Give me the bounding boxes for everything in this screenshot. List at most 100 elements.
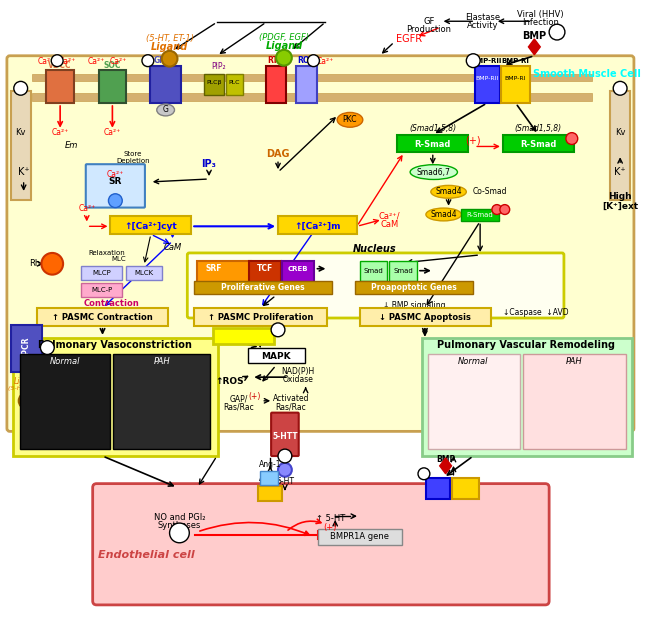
Bar	[249, 348, 305, 363]
Bar	[355, 280, 473, 294]
Text: SR: SR	[109, 177, 122, 186]
Text: Endothelial cell: Endothelial cell	[98, 550, 194, 560]
Text: (+): (+)	[248, 392, 260, 401]
Text: Ca²⁺: Ca²⁺	[107, 170, 124, 179]
Circle shape	[278, 463, 292, 477]
Text: (+): (+)	[465, 135, 481, 146]
Text: Ca²⁺: Ca²⁺	[104, 128, 121, 137]
Bar	[38, 308, 167, 326]
Text: 4: 4	[471, 56, 476, 65]
Text: MLCP: MLCP	[92, 270, 111, 275]
Text: TIE2: TIE2	[261, 489, 279, 498]
Text: Ang-1: Ang-1	[259, 474, 281, 483]
Text: BMP-RI: BMP-RI	[505, 76, 527, 81]
Bar	[13, 338, 218, 456]
Text: R-Smad: R-Smad	[520, 140, 557, 149]
Text: PAH: PAH	[566, 357, 582, 366]
Circle shape	[466, 54, 480, 67]
Bar	[523, 354, 626, 449]
Text: EGFR: EGFR	[396, 34, 422, 44]
Bar	[204, 74, 224, 95]
Text: BMPR1A gene: BMPR1A gene	[330, 532, 389, 541]
Text: GF: GF	[423, 17, 435, 25]
Text: Ang-1: Ang-1	[259, 460, 281, 469]
Text: (Smad1,5,8): (Smad1,5,8)	[409, 124, 456, 133]
Text: Ca²⁺: Ca²⁺	[38, 57, 55, 66]
Text: ↓ PASMC Apoptosis: ↓ PASMC Apoptosis	[379, 314, 471, 322]
Text: GPCR: GPCR	[154, 56, 177, 65]
Bar	[111, 216, 191, 234]
Text: (5-HT, ET-1): (5-HT, ET-1)	[146, 34, 193, 43]
Text: SRF: SRF	[206, 264, 222, 273]
Text: RTK: RTK	[268, 56, 284, 65]
Ellipse shape	[410, 165, 458, 179]
Bar	[81, 266, 122, 280]
Text: (+): (+)	[324, 523, 337, 532]
Text: Ligand: Ligand	[266, 41, 303, 51]
Text: BMP-RII: BMP-RII	[428, 486, 448, 491]
Text: Ca²⁺/: Ca²⁺/	[379, 212, 400, 221]
Circle shape	[549, 24, 565, 40]
Bar	[360, 308, 491, 326]
Text: BMP: BMP	[522, 31, 546, 41]
Text: PAH: PAH	[154, 357, 170, 366]
Text: Ras/Rac: Ras/Rac	[275, 402, 306, 411]
Polygon shape	[529, 39, 540, 55]
Text: Smad6,7: Smad6,7	[417, 168, 450, 177]
Text: High: High	[608, 192, 632, 201]
Bar	[296, 66, 318, 103]
Text: ROC: ROC	[298, 56, 316, 65]
Text: SOC: SOC	[104, 61, 121, 70]
Text: Ca²⁺: Ca²⁺	[78, 204, 96, 213]
Bar	[81, 284, 122, 297]
Text: CREB: CREB	[288, 266, 308, 272]
Text: 4: 4	[422, 471, 426, 476]
Text: MLCK: MLCK	[134, 270, 154, 275]
Text: VDCC: VDCC	[48, 61, 72, 70]
Text: GPCR: GPCR	[22, 337, 31, 361]
Text: BMP-RII: BMP-RII	[472, 58, 502, 64]
Text: Contraction: Contraction	[83, 299, 139, 308]
Text: Activated: Activated	[273, 394, 309, 403]
Text: Ca²⁺: Ca²⁺	[317, 57, 334, 66]
Bar	[113, 354, 210, 449]
Bar	[197, 261, 251, 282]
Circle shape	[19, 393, 35, 409]
Text: Store: Store	[124, 151, 143, 157]
Text: Normal: Normal	[50, 357, 80, 366]
Bar	[318, 529, 402, 545]
Text: Activity: Activity	[467, 21, 499, 30]
Text: P: P	[503, 207, 506, 212]
Text: Oxidase: Oxidase	[283, 375, 313, 384]
Bar	[360, 261, 387, 280]
Ellipse shape	[157, 104, 174, 116]
Text: Synthases: Synthases	[158, 520, 201, 530]
Text: 1: 1	[618, 84, 622, 93]
Bar	[452, 478, 479, 499]
FancyArrowPatch shape	[288, 519, 321, 530]
Text: Proliferative Genes: Proliferative Genes	[221, 283, 305, 292]
Text: Pulmonary Vasoconstriction: Pulmonary Vasoconstriction	[38, 340, 192, 350]
Bar	[249, 261, 281, 282]
Text: 6: 6	[177, 529, 182, 537]
Text: MAPK: MAPK	[261, 352, 291, 361]
Text: Proapoptotic Genes: Proapoptotic Genes	[371, 283, 457, 292]
Text: P: P	[570, 135, 574, 142]
FancyBboxPatch shape	[92, 483, 549, 605]
Ellipse shape	[337, 113, 363, 127]
Text: K⁺: K⁺	[18, 167, 29, 177]
Text: 5-HTT: 5-HTT	[272, 432, 298, 441]
Text: 5-HT: 5-HT	[276, 477, 294, 486]
Bar	[150, 66, 182, 103]
Text: ↓ BMP signaling: ↓ BMP signaling	[383, 301, 445, 310]
Circle shape	[276, 50, 292, 66]
Text: DAG: DAG	[266, 149, 290, 160]
Text: 2: 2	[311, 58, 316, 64]
Text: Smad4: Smad4	[436, 188, 462, 197]
Text: Production: Production	[406, 25, 451, 34]
FancyBboxPatch shape	[7, 56, 634, 431]
Bar	[282, 261, 314, 282]
Text: BMP-RIa: BMP-RIa	[452, 486, 478, 491]
FancyBboxPatch shape	[86, 164, 145, 207]
Text: Ca²⁺: Ca²⁺	[59, 57, 76, 66]
